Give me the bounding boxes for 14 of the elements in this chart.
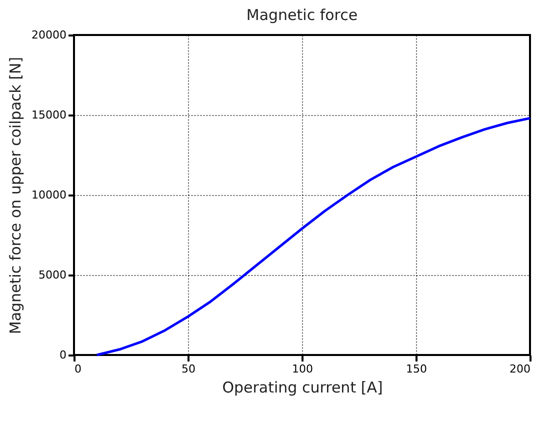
y-tick-label: 20000: [32, 28, 66, 42]
x-tick-label: 100: [292, 362, 313, 376]
y-tick-label: 0: [60, 348, 66, 362]
y-tick-label: 15000: [32, 108, 66, 122]
line-series: [96, 116, 532, 356]
x-tick-label: 0: [74, 362, 82, 376]
y-axis-title: Magnetic force on upper coilpack [N]: [6, 56, 25, 334]
x-tick-label: 150: [406, 362, 427, 376]
x-axis-title: Operating current [A]: [222, 378, 383, 396]
y-tick-label: 10000: [32, 188, 66, 202]
chart-title: Magnetic force: [246, 6, 358, 24]
y-tick-label: 5000: [38, 268, 66, 282]
x-tick-label: 50: [182, 362, 196, 376]
x-tick-label: 200: [510, 362, 530, 376]
